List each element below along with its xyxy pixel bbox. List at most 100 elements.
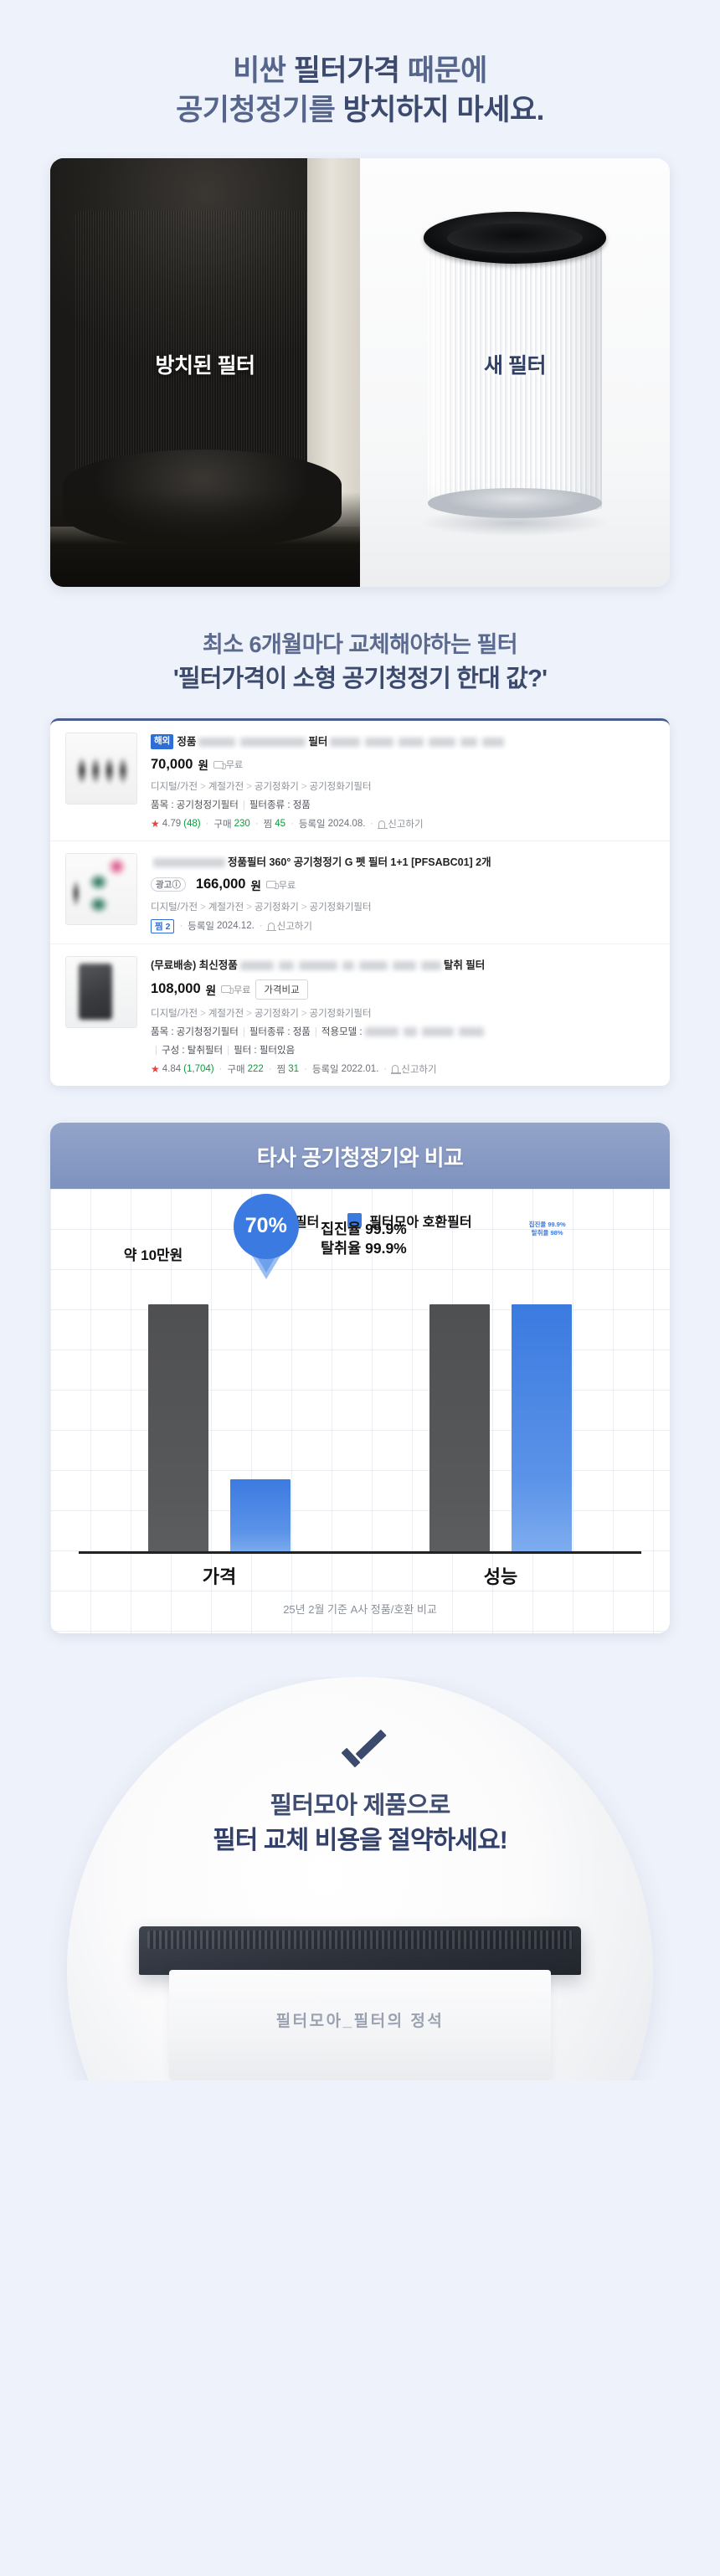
breadcrumb-item[interactable]: 공기정화기필터 — [309, 1008, 372, 1019]
listing-info: (무료배송) 최신정품 탈취 필터 108,000 원 무료 가격비교 디지털/가전… — [151, 956, 655, 1076]
truck-icon — [265, 881, 279, 890]
wish-label: 찜 — [276, 1064, 286, 1075]
bar-price-genuine — [148, 1303, 208, 1554]
chart-bars — [79, 1278, 641, 1554]
reg-label: 등록일 — [188, 922, 215, 933]
spec-divider: | — [227, 1045, 230, 1056]
listing-price-row: 70,000 원 무료 — [151, 756, 655, 773]
meta-dot: · — [304, 1063, 307, 1074]
product-thumbnail[interactable] — [65, 955, 137, 1028]
product-thumbnail[interactable] — [65, 733, 137, 805]
listing-title[interactable]: 해외 정품 필터 — [151, 734, 655, 750]
breadcrumb-item[interactable]: 디지털/가전 — [151, 902, 198, 913]
breadcrumb[interactable]: 디지털/가전 > 계절가전 > 공기정화기 > 공기정화기필터 — [151, 1006, 655, 1020]
listing-price-row: 108,000 원 무료 가격비교 — [151, 979, 655, 1000]
listing-price-row: 광고ⓘ 166,000 원 무료 — [151, 877, 655, 893]
listing-spec: 품목 : 공기청정기필터 | 필터종류 : 정품 — [151, 798, 655, 811]
cta-content: 필터모아 제품으로 필터 교체 비용을 절약하세요! — [0, 1677, 720, 1859]
category-label-performance: 성능 — [483, 1566, 518, 1587]
blurred-text — [240, 738, 306, 748]
breadcrumb-sep: > — [301, 782, 307, 793]
purifier-base-decor — [62, 450, 342, 549]
section2-headline: 최소 6개월마다 교체해야하는 필터 '필터가격이 소형 공기청정기 한대 값?… — [0, 587, 720, 718]
buy-count: 222 — [247, 1063, 264, 1074]
list-item[interactable]: (무료배송) 최신정품 탈취 필터 108,000 원 무료 가격비교 디지털/가전… — [50, 944, 670, 1086]
chart-banner: 타사 공기청정기와 비교 — [50, 1122, 670, 1189]
breadcrumb[interactable]: 디지털/가전 > 계절가전 > 공기정화기 > 공기정화기필터 — [151, 779, 655, 793]
spec-item: 필터종류 : 정품 — [249, 1026, 311, 1037]
down-arrow-icon — [251, 1255, 280, 1279]
blurred-text — [429, 738, 456, 748]
report-link[interactable]: 신고하기 — [266, 919, 312, 933]
spec-item: 품목 : 공기청정기필터 — [151, 800, 239, 811]
chart-category-labels: 가격 성능 — [79, 1562, 641, 1589]
breadcrumb-item[interactable]: 디지털/가전 — [151, 782, 198, 793]
bell-icon — [266, 922, 277, 932]
listing-title[interactable]: (무료배송) 최신정품 탈취 필터 — [151, 958, 655, 974]
reg-date: 2022.01. — [341, 1063, 379, 1074]
blurred-text — [358, 960, 388, 970]
breadcrumb-sep: > — [246, 782, 252, 793]
ad-badge[interactable]: 광고ⓘ — [151, 877, 186, 892]
pin-bubble: 70% — [233, 1193, 299, 1259]
spec-item: 필터 : 필터있음 — [234, 1045, 296, 1056]
chart-plot-area: 약 10만원 집진율 99.9% 탈취율 99.9% 집진율 99.9% 탈취율… — [79, 1193, 641, 1554]
wish-badge[interactable]: 찜 2 — [151, 918, 175, 933]
blurred-text — [342, 960, 354, 970]
bell-icon — [377, 820, 388, 830]
meta-dot: · — [370, 819, 374, 830]
review-count: (48) — [183, 819, 201, 830]
breadcrumb-item[interactable]: 공기정화기필터 — [309, 902, 372, 913]
cta-line1: 필터모아 제품으로 — [270, 1792, 450, 1819]
listing-price: 166,000 — [195, 877, 246, 892]
new-filter-body — [428, 227, 602, 510]
breadcrumb-item[interactable]: 공기정화기 — [254, 782, 299, 793]
breadcrumb-item[interactable]: 공기정화기필터 — [309, 782, 372, 793]
breadcrumb-item[interactable]: 디지털/가전 — [151, 1008, 198, 1019]
blurred-text — [365, 738, 394, 748]
product-caption: 필터모아_필터의 정석 — [275, 2012, 445, 2030]
buy-count: 230 — [234, 819, 250, 830]
chart-footnote: 25년 2월 기준 A사 정품/호환 비교 — [283, 1602, 437, 1616]
buy-label: 구매 — [213, 820, 232, 830]
listing-title-pre: 정품 — [177, 736, 197, 748]
spec-item: 품목 : 공기청정기필터 — [151, 1026, 239, 1037]
report-link[interactable]: 신고하기 — [390, 1062, 437, 1076]
price-compare-button[interactable]: 가격비교 — [255, 979, 308, 1000]
breadcrumb-item[interactable]: 계절가전 — [208, 782, 244, 793]
listing-title-pre: (무료배송) 최신정품 — [151, 959, 238, 971]
shipping-label: 무료 — [278, 880, 296, 891]
blurred-text — [399, 738, 424, 748]
hero-line1-normal: 비싼 — [233, 54, 294, 87]
list-item[interactable]: 해외 정품 필터 70,000 원 무료 디지털/가전 > 계절가전 > 공기정화기 > 공기정화… — [50, 721, 670, 842]
breadcrumb-item[interactable]: 계절가전 — [208, 1008, 244, 1019]
listing-title[interactable]: 정품필터 360° 공기청정기 G 펫 필터 1+1 [PFSABC01] 2개 — [151, 855, 655, 871]
bar-price-compatible — [230, 1478, 291, 1554]
breadcrumb-item[interactable]: 계절가전 — [208, 902, 244, 913]
product-thumbnail[interactable] — [65, 853, 137, 926]
legend-label-compatible: 필터모아 호환필터 — [369, 1215, 472, 1230]
breadcrumb[interactable]: 디지털/가전 > 계절가전 > 공기정화기 > 공기정화기필터 — [151, 900, 655, 913]
breadcrumb-sep: > — [246, 902, 252, 913]
breadcrumb-item[interactable]: 공기정화기 — [254, 902, 299, 913]
breadcrumb-sep: > — [301, 1008, 307, 1019]
reg-label: 등록일 — [311, 1064, 339, 1075]
list-item[interactable]: 정품필터 360° 공기청정기 G 펫 필터 1+1 [PFSABC01] 2개… — [50, 841, 670, 944]
new-filter-photo: 새 필터 — [360, 158, 670, 588]
spec-divider: | — [242, 1026, 245, 1037]
meta-dot: · — [268, 1063, 272, 1074]
wish-label: 찜 — [263, 820, 273, 830]
wish-count: 31 — [288, 1063, 300, 1074]
report-label: 신고하기 — [276, 922, 312, 933]
hero-headline-line1: 비싼 필터가격 때문에 — [0, 52, 720, 91]
blurred-text — [460, 738, 478, 748]
category-label-price: 가격 — [202, 1566, 237, 1587]
report-link[interactable]: 신고하기 — [377, 817, 424, 830]
reg-date: 2024.12. — [217, 921, 255, 932]
dirty-filter-photo: 방치된 필터 — [50, 158, 360, 588]
currency-unit: 원 — [250, 879, 261, 892]
product-package-box: 필터모아_필터의 정석 — [169, 1969, 551, 2080]
star-icon: ★ — [151, 818, 160, 830]
breadcrumb-item[interactable]: 공기정화기 — [254, 1008, 299, 1019]
bar-performance-genuine — [429, 1303, 490, 1554]
